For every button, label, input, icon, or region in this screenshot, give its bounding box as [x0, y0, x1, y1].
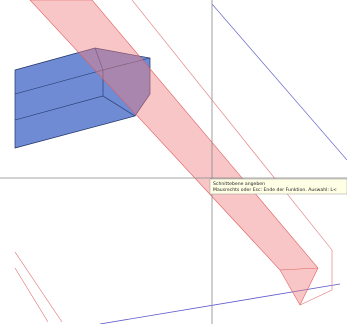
construction-line: [211, 3, 347, 161]
outline-line: [131, 0, 333, 251]
pink-beam: [29, 0, 319, 306]
outline-line: [299, 289, 333, 306]
construction-line: [99, 283, 341, 324]
tooltip-line: Mausrechts oder Esc: Ende der Funktion. …: [213, 187, 337, 193]
tooltip-line: Schnittebene angeben: [213, 181, 265, 187]
outline-line: [14, 251, 63, 323]
solid-edge: [94, 47, 104, 96]
tooltip: [209, 178, 347, 195]
beam-edge: [279, 267, 319, 271]
outline-line: [14, 267, 49, 323]
